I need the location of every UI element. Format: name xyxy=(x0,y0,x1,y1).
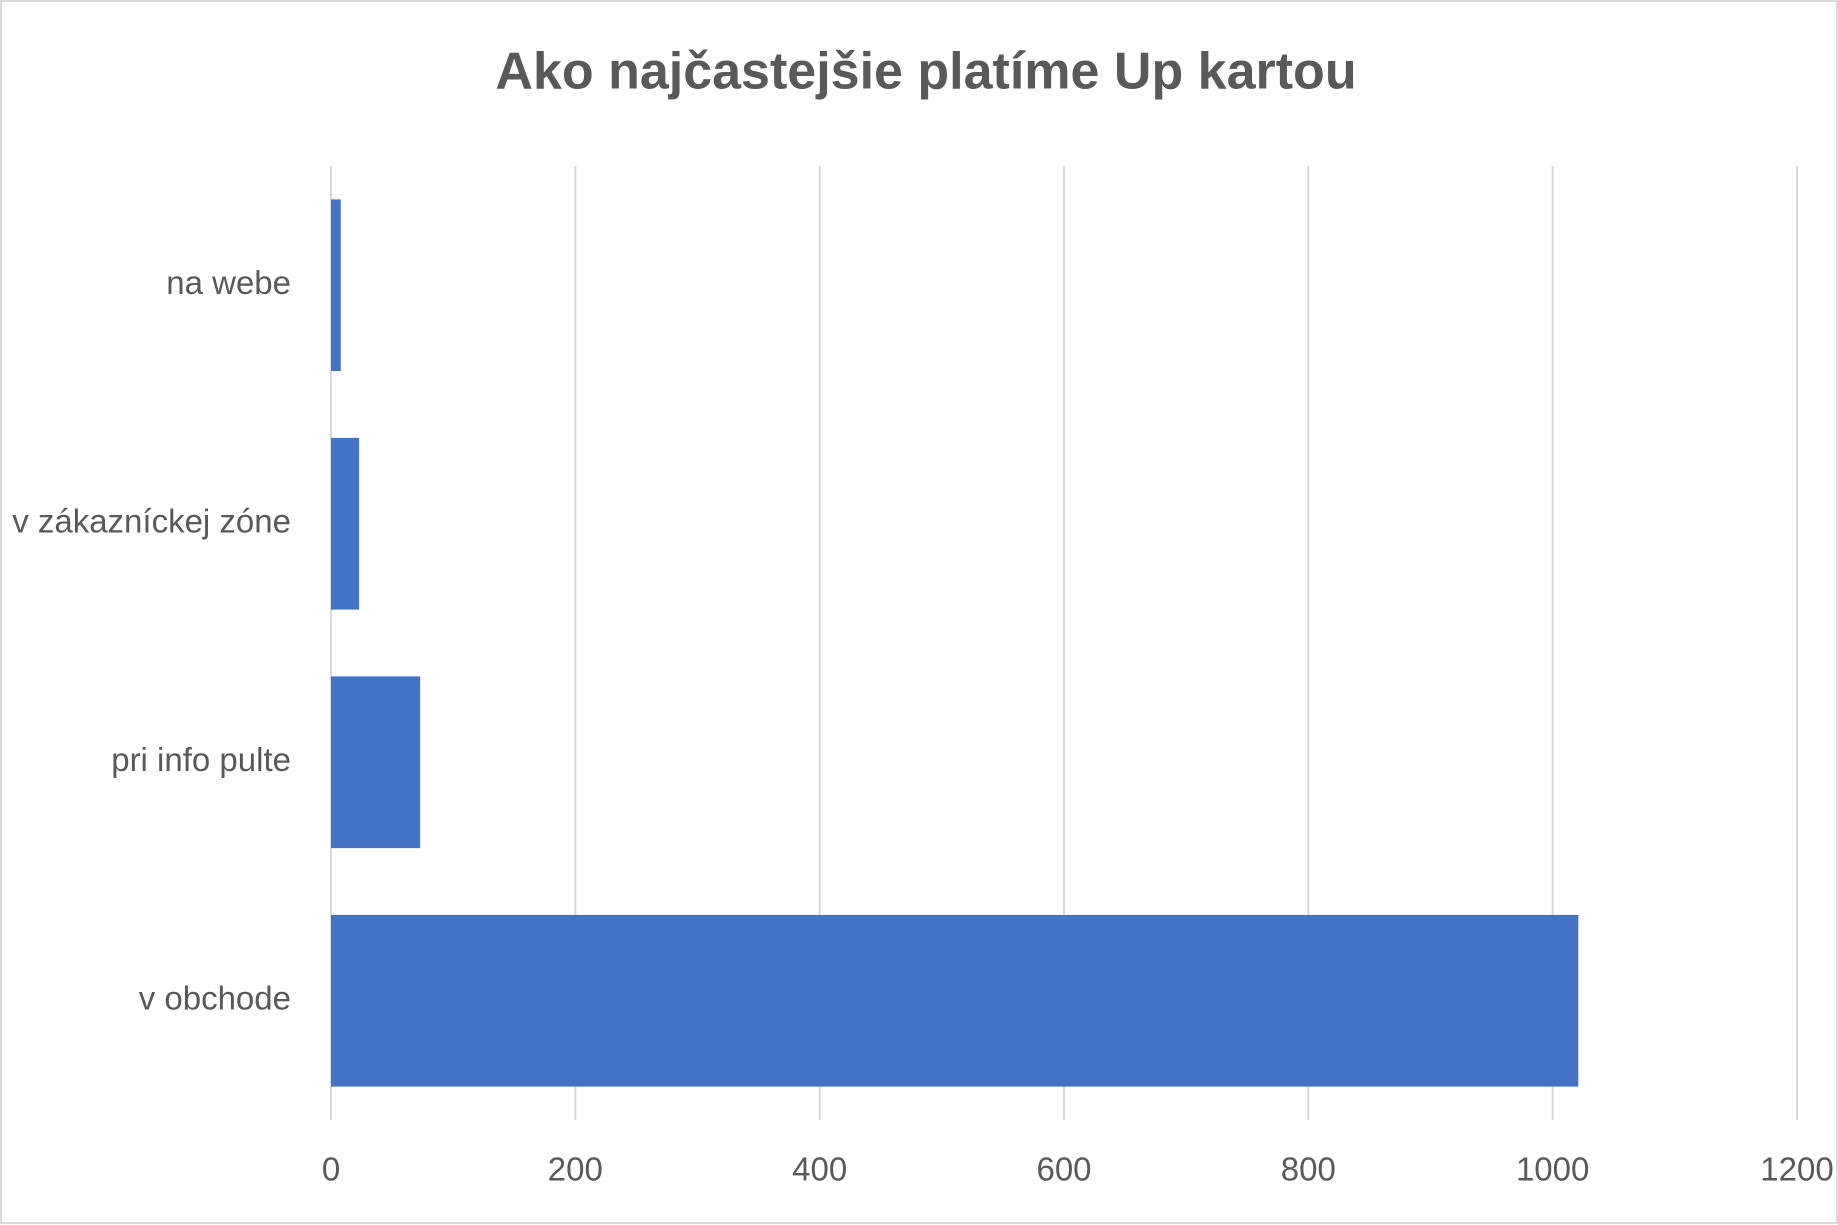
bar xyxy=(331,437,360,610)
y-tick-label: v zákazníckej zóne xyxy=(12,502,291,539)
x-tick-label: 0 xyxy=(322,1151,340,1188)
bar xyxy=(331,199,341,372)
bar xyxy=(331,676,421,849)
x-tick-label: 1200 xyxy=(1760,1151,1833,1188)
x-tick-label: 800 xyxy=(1281,1151,1336,1188)
chart-title: Ako najčastejšie platíme Up kartou xyxy=(495,43,1356,101)
y-tick-label: v obchode xyxy=(139,979,291,1016)
bar xyxy=(331,914,1579,1087)
x-tick-label: 200 xyxy=(548,1151,603,1188)
x-tick-label: 600 xyxy=(1036,1151,1091,1188)
x-tick-label: 1000 xyxy=(1516,1151,1589,1188)
y-tick-label: pri info pulte xyxy=(111,741,291,778)
y-tick-label: na webe xyxy=(166,264,291,301)
x-tick-label: 400 xyxy=(792,1151,847,1188)
